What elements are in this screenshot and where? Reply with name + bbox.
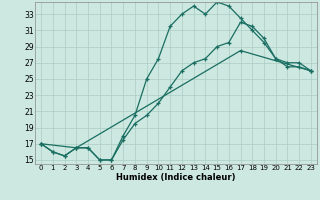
X-axis label: Humidex (Indice chaleur): Humidex (Indice chaleur): [116, 173, 236, 182]
